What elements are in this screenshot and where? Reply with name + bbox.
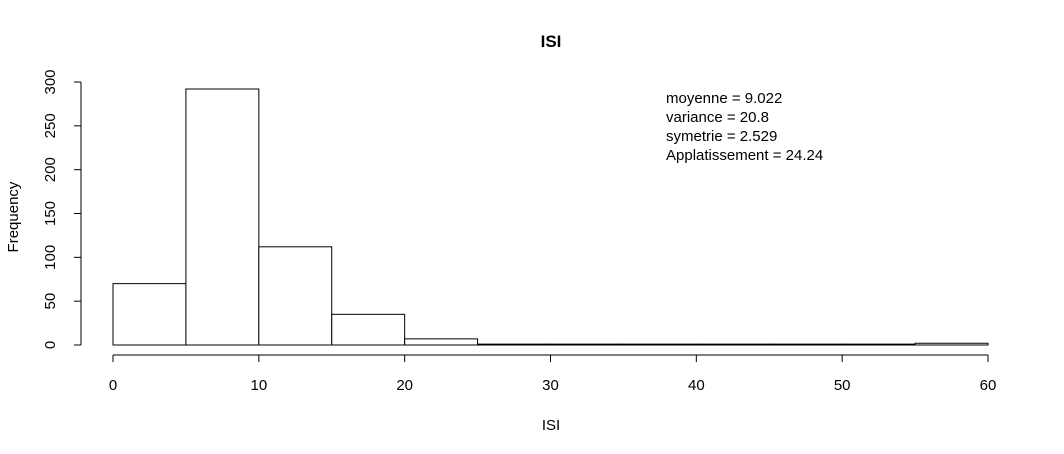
annotation-kurtosis: Applatissement = 24.24 — [666, 147, 823, 164]
x-tick-label: 60 — [980, 377, 997, 394]
y-tick-label: 150 — [42, 201, 59, 226]
x-tick-label: 50 — [834, 377, 851, 394]
x-tick-label: 30 — [542, 377, 559, 394]
chart-title: ISI — [541, 32, 562, 51]
x-tick-label: 10 — [250, 377, 267, 394]
x-axis: 0 10 20 30 40 50 60 — [109, 354, 997, 394]
annotation-skewness: symetrie = 2.529 — [666, 128, 777, 145]
annotation-variance: variance = 20.8 — [666, 109, 769, 126]
histogram-bar — [185, 88, 260, 346]
histogram-bar — [404, 338, 479, 346]
y-tick-label: 300 — [42, 69, 59, 94]
histogram-bar — [914, 342, 989, 346]
y-tick-label: 250 — [42, 113, 59, 138]
histogram-bars — [112, 88, 989, 346]
histogram-bar — [841, 343, 916, 346]
annotation-mean: moyenne = 9.022 — [666, 90, 782, 107]
histogram-bar — [477, 343, 552, 346]
y-axis: 0 50 100 150 200 250 300 — [42, 69, 82, 349]
y-axis-label: Frequency — [5, 181, 22, 252]
y-tick-label: 200 — [42, 157, 59, 182]
histogram-bar — [695, 343, 770, 346]
histogram-bar — [331, 313, 406, 346]
histogram-bar — [258, 246, 333, 346]
histogram-bar — [622, 343, 697, 346]
statistics-annotations: moyenne = 9.022 variance = 20.8 symetrie… — [666, 90, 823, 164]
x-tick-label: 40 — [688, 377, 705, 394]
x-tick-label: 20 — [396, 377, 413, 394]
x-axis-label: ISI — [542, 417, 560, 434]
histogram-bar — [550, 343, 624, 346]
histogram-bar — [112, 283, 187, 346]
y-tick-label: 100 — [42, 245, 59, 270]
y-tick-label: 50 — [42, 293, 59, 310]
x-tick-label: 0 — [109, 377, 117, 394]
histogram-bar — [768, 343, 843, 346]
y-tick-label: 0 — [42, 341, 59, 349]
